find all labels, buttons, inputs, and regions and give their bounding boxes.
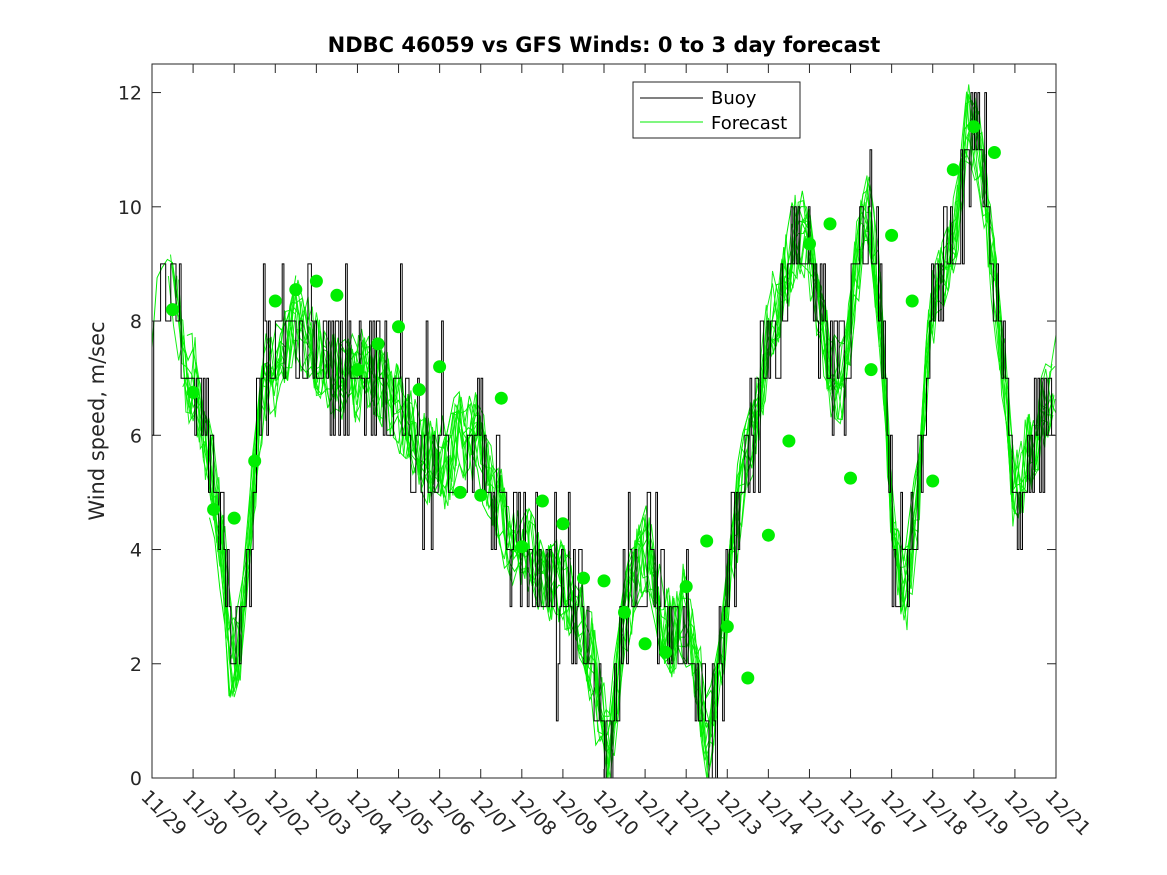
forecast-marker <box>987 146 1001 159</box>
forecast-marker <box>946 163 960 177</box>
forecast-marker <box>700 534 714 548</box>
y-tick-label: 12 <box>118 83 142 105</box>
forecast-marker <box>761 528 775 542</box>
legend-buoy-label: Buoy <box>711 88 757 109</box>
forecast-marker <box>659 645 673 659</box>
forecast-marker <box>289 283 303 297</box>
forecast-marker <box>515 540 529 554</box>
forecast-marker <box>905 294 919 308</box>
forecast-marker <box>371 337 385 351</box>
legend-box <box>632 81 801 139</box>
forecast-marker <box>227 511 241 525</box>
y-tick-label: 10 <box>118 197 142 219</box>
forecast-line <box>209 302 375 698</box>
forecast-marker <box>967 120 981 134</box>
forecast-marker <box>679 580 693 594</box>
forecast-marker <box>166 303 179 317</box>
y-tick-label: 4 <box>130 540 142 562</box>
forecast-marker <box>351 363 364 377</box>
forecast-marker <box>597 574 611 588</box>
forecast-marker <box>638 637 652 651</box>
forecast-marker <box>535 494 549 508</box>
forecast-marker <box>741 671 755 685</box>
forecast-marker <box>330 288 344 302</box>
y-tick-label: 2 <box>130 654 142 676</box>
chart-title: NDBC 46059 vs GFS Winds: 0 to 3 day fore… <box>328 33 881 57</box>
forecast-marker <box>392 320 405 334</box>
forecast-marker <box>433 360 447 374</box>
forecast-marker <box>412 383 426 397</box>
forecast-marker <box>494 391 508 405</box>
forecast-marker <box>844 471 857 485</box>
forecast-marker <box>556 517 570 531</box>
forecast-series <box>152 84 1056 778</box>
forecast-marker <box>186 385 200 399</box>
forecast-marker <box>803 237 816 251</box>
y-tick-label: 6 <box>130 425 142 447</box>
forecast-marker <box>577 571 590 585</box>
y-tick-label: 0 <box>130 768 142 790</box>
forecast-marker <box>207 503 221 516</box>
forecast-marker <box>453 485 467 499</box>
y-axis-label: Wind speed, m/sec <box>85 321 109 520</box>
forecast-markers <box>166 120 1001 685</box>
forecast-marker <box>248 454 262 468</box>
forecast-marker <box>618 605 631 619</box>
forecast-line <box>184 97 1054 756</box>
buoy-series <box>152 92 1055 778</box>
forecast-marker <box>474 488 488 502</box>
legend: Buoy Forecast <box>632 81 801 139</box>
forecast-marker <box>864 363 878 377</box>
forecast-marker <box>720 620 734 634</box>
forecast-marker <box>268 294 282 308</box>
y-tick-label: 8 <box>130 311 142 333</box>
forecast-marker <box>782 434 796 448</box>
legend-forecast-label: Forecast <box>711 113 787 134</box>
forecast-marker <box>823 217 837 231</box>
y-axis: 0 2 4 6 8 10 12 <box>118 83 1056 790</box>
forecast-marker <box>309 274 323 288</box>
forecast-marker <box>885 228 899 242</box>
forecast-marker <box>926 474 940 488</box>
buoy-line <box>152 92 1055 778</box>
